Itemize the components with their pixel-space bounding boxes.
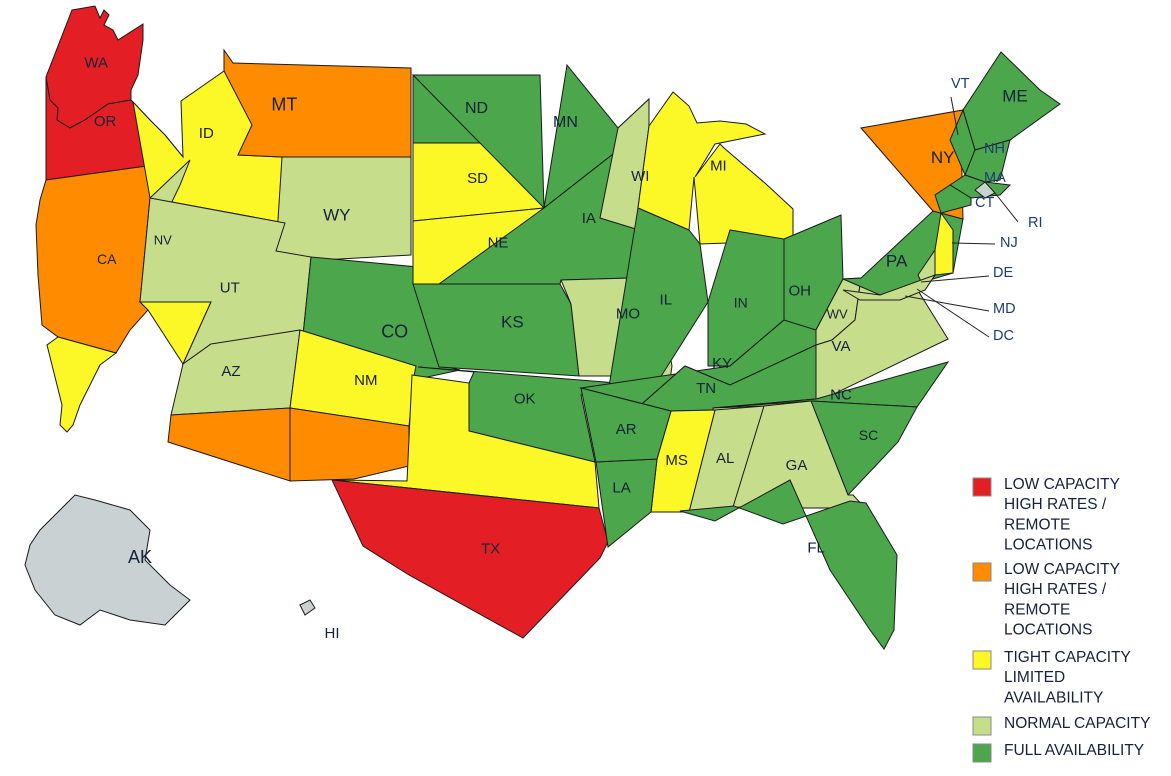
svg-text:SD: SD [467, 170, 488, 187]
svg-text:TN: TN [696, 380, 716, 397]
svg-text:IA: IA [582, 210, 596, 227]
svg-text:IL: IL [660, 292, 673, 309]
svg-text:CA: CA [97, 251, 117, 267]
svg-text:UT: UT [220, 279, 240, 296]
svg-text:SC: SC [859, 427, 878, 443]
svg-text:NY: NY [931, 148, 955, 167]
svg-text:NJ: NJ [1000, 235, 1018, 251]
svg-text:MS: MS [665, 452, 688, 469]
svg-text:NE: NE [488, 235, 509, 252]
svg-text:FULL AVAILABILITY: FULL AVAILABILITY [1004, 742, 1144, 759]
svg-text:REMOTE: REMOTE [1004, 516, 1070, 533]
svg-text:MI: MI [710, 158, 727, 175]
svg-text:AK: AK [128, 547, 152, 567]
svg-text:KY: KY [712, 355, 732, 372]
svg-text:MT: MT [271, 95, 297, 115]
svg-text:VA: VA [832, 338, 851, 355]
svg-text:PA: PA [886, 251, 908, 270]
svg-text:HI: HI [325, 625, 340, 642]
svg-text:FL: FL [807, 539, 825, 556]
svg-text:DC: DC [993, 328, 1014, 344]
svg-text:MO: MO [616, 306, 640, 323]
svg-text:NORMAL CAPACITY: NORMAL CAPACITY [1004, 715, 1150, 732]
svg-text:ME: ME [1002, 86, 1028, 105]
svg-text:LA: LA [612, 479, 630, 496]
svg-text:IN: IN [734, 295, 748, 311]
svg-text:MN: MN [553, 114, 578, 131]
svg-text:TIGHT CAPACITY: TIGHT CAPACITY [1004, 649, 1131, 666]
svg-text:ID: ID [199, 125, 214, 142]
svg-text:CO: CO [381, 321, 408, 341]
svg-text:MD: MD [993, 301, 1016, 317]
svg-text:AL: AL [716, 450, 734, 467]
svg-text:WV: WV [827, 307, 848, 322]
svg-text:KS: KS [501, 312, 524, 331]
svg-text:LOCATIONS: LOCATIONS [1004, 622, 1092, 639]
svg-text:AVAILABILITY: AVAILABILITY [1004, 689, 1103, 706]
svg-text:WI: WI [631, 168, 649, 185]
svg-text:RI: RI [1028, 215, 1043, 231]
svg-text:AR: AR [616, 421, 637, 438]
svg-text:CT: CT [975, 195, 994, 211]
svg-text:VT: VT [951, 76, 970, 92]
svg-text:REMOTE: REMOTE [1004, 601, 1070, 618]
svg-text:HIGH RATES /: HIGH RATES / [1004, 496, 1107, 513]
svg-text:NM: NM [354, 372, 377, 389]
svg-text:AZ: AZ [221, 363, 240, 380]
svg-text:OR: OR [94, 113, 117, 130]
svg-text:DE: DE [993, 265, 1013, 281]
svg-text:LOW CAPACITY: LOW CAPACITY [1004, 561, 1120, 578]
svg-text:LOCATIONS: LOCATIONS [1004, 537, 1092, 554]
svg-text:WY: WY [323, 206, 350, 225]
svg-text:LOW CAPACITY: LOW CAPACITY [1004, 476, 1120, 493]
svg-text:ND: ND [465, 100, 488, 117]
svg-text:WA: WA [84, 54, 108, 71]
svg-text:TX: TX [481, 541, 500, 558]
svg-text:NC: NC [830, 386, 852, 403]
svg-text:HIGH RATES /: HIGH RATES / [1004, 581, 1107, 598]
svg-text:LIMITED: LIMITED [1004, 669, 1065, 686]
svg-text:OK: OK [514, 391, 536, 408]
svg-text:OH: OH [788, 282, 811, 299]
svg-text:MA: MA [984, 170, 1006, 186]
svg-text:NH: NH [984, 141, 1005, 157]
svg-text:GA: GA [786, 457, 808, 474]
svg-text:NV: NV [154, 232, 172, 247]
